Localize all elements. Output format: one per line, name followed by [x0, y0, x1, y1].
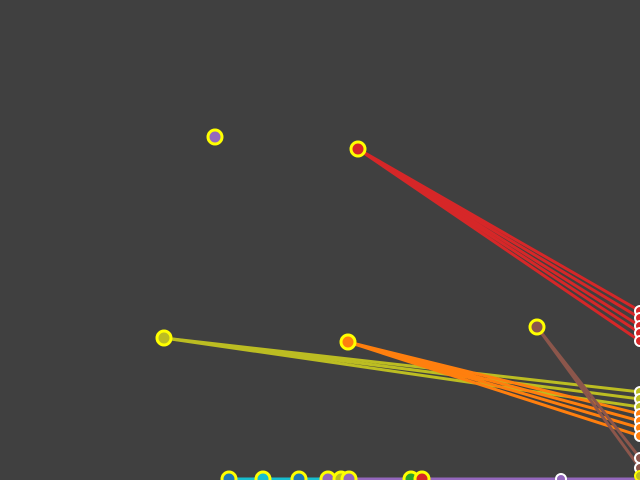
node-blue[interactable]: [220, 470, 238, 480]
node-red[interactable]: [413, 470, 431, 480]
target-red[interactable]: [634, 335, 640, 347]
node-orange[interactable]: [339, 333, 357, 351]
connection-lines: [163, 147, 640, 480]
link-orange: [347, 340, 640, 438]
target-olive[interactable]: [634, 470, 640, 480]
node-target[interactable]: [555, 473, 567, 480]
link-brown: [535, 326, 640, 469]
node-blue[interactable]: [290, 470, 308, 480]
target-orange[interactable]: [634, 430, 640, 442]
node-purple[interactable]: [340, 470, 358, 480]
node-purple[interactable]: [206, 128, 224, 146]
game-nodes: [155, 128, 640, 480]
node-olive[interactable]: [155, 329, 173, 347]
target-brown[interactable]: [634, 452, 640, 464]
node-red[interactable]: [349, 140, 367, 158]
node-brown[interactable]: [528, 318, 546, 336]
node-cyan[interactable]: [254, 470, 272, 480]
link-red: [357, 147, 640, 343]
